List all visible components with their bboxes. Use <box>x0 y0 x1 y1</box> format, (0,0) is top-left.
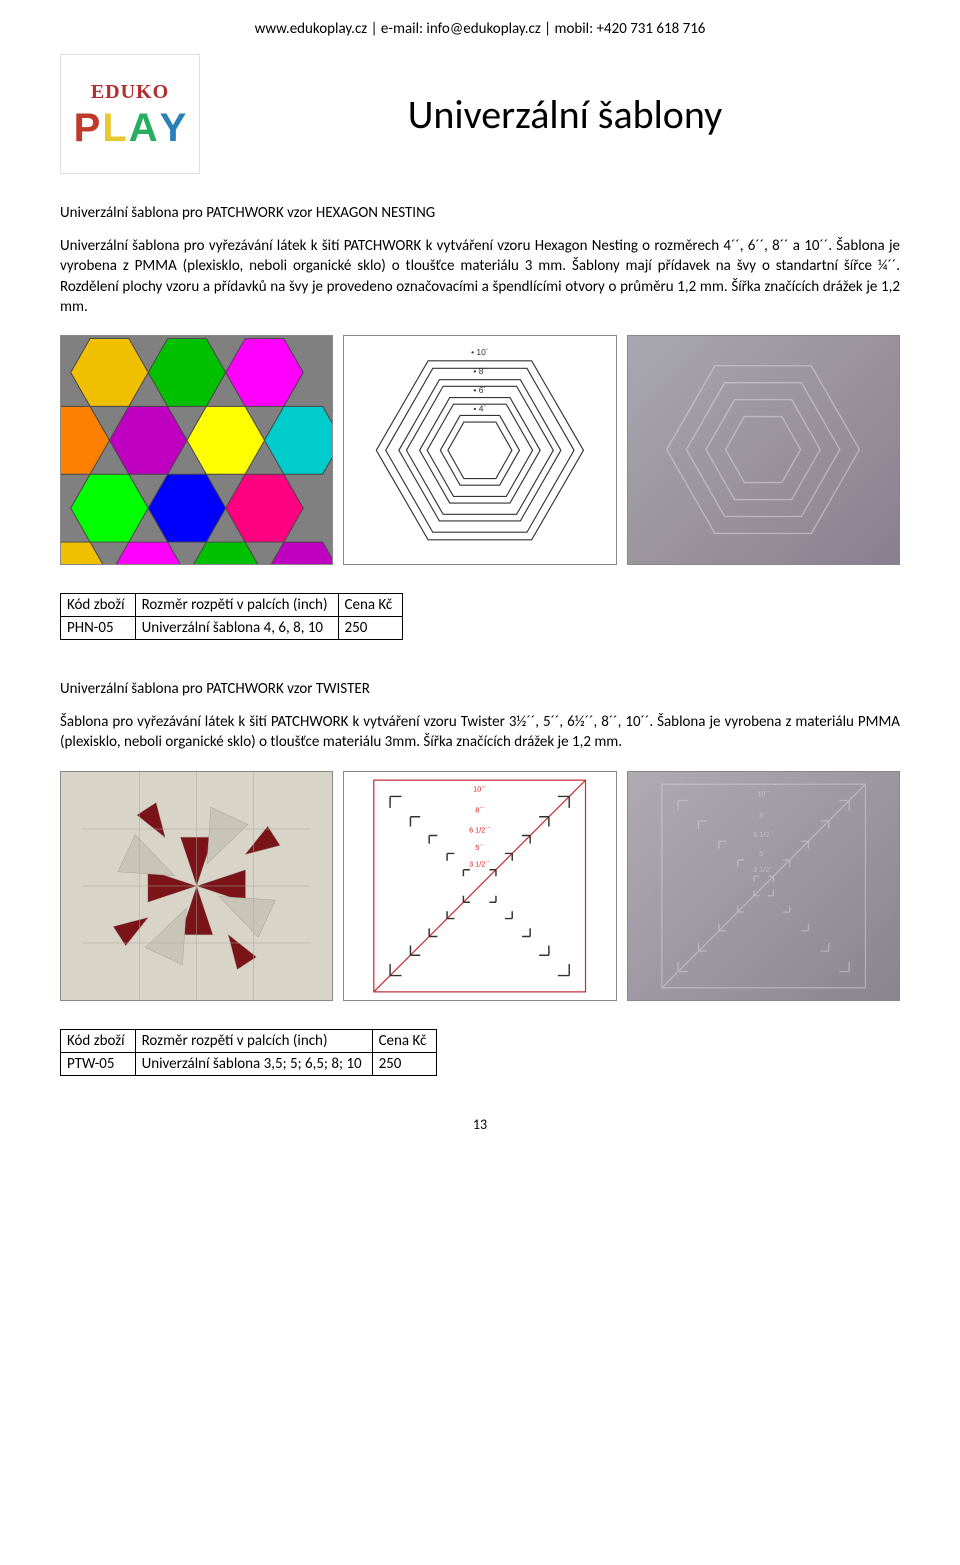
page-number: 13 <box>60 1116 900 1133</box>
svg-text:8´´: 8´´ <box>759 810 768 819</box>
logo-letter-p: P <box>74 108 101 148</box>
tw-label-5: 5´´ <box>476 843 485 852</box>
table-header-cell: Kód zboží <box>61 594 136 617</box>
section2-body: Šablona pro vyřezávání látek k šití PATC… <box>60 712 900 753</box>
table-cell: PHN-05 <box>61 617 136 640</box>
page-title: Univerzální šablony <box>230 90 900 139</box>
page-header: www.edukoplay.cz | e-mail: info@edukopla… <box>60 20 900 38</box>
twister-diagram-image: 10´´ 8´´ 6 1/2´´ 5´´ 3 1/2´´ <box>343 771 616 1001</box>
table-header-cell: Rozměr rozpětí v palcích (inch) <box>135 1029 372 1052</box>
hexagon-table: Kód zboží Rozměr rozpětí v palcích (inch… <box>60 593 403 640</box>
logo: EDUKO P L A Y <box>60 54 200 174</box>
tw-label-3-5: 3 1/2´´ <box>469 859 490 868</box>
hexagon-image-row: • 10´ • 8´ • 6´ • 4´ <box>60 335 900 565</box>
section1-body: Univerzální šablona pro vyřezávání látek… <box>60 236 900 317</box>
title-row: EDUKO P L A Y Univerzální šablony <box>60 54 900 174</box>
table-cell: 250 <box>338 617 403 640</box>
logo-play-row: P L A Y <box>74 108 187 148</box>
table-row: PTW-05 Univerzální šablona 3,5; 5; 6,5; … <box>61 1052 437 1075</box>
hexagon-diagram-image: • 10´ • 8´ • 6´ • 4´ <box>343 335 616 565</box>
twister-image-row: 10´´ 8´´ 6 1/2´´ 5´´ 3 1/2´´ 10´´ 8´´ 6 … <box>60 771 900 1001</box>
logo-top-text: EDUKO <box>91 81 169 104</box>
hexagon-pattern-image <box>60 335 333 565</box>
tw-label-8: 8´´ <box>476 805 485 814</box>
hex-label-4: • 4´ <box>474 403 487 413</box>
svg-text:10´´: 10´´ <box>757 789 770 798</box>
logo-letter-y: Y <box>160 108 187 148</box>
section1-heading: Univerzální šablona pro PATCHWORK vzor H… <box>60 204 900 222</box>
table-header-cell: Rozměr rozpětí v palcích (inch) <box>135 594 338 617</box>
tw-label-6-5: 6 1/2´´ <box>469 825 490 834</box>
svg-text:5´´: 5´´ <box>759 848 768 857</box>
hex-label-6: • 6´ <box>474 385 487 395</box>
svg-text:6 1/2´´: 6 1/2´´ <box>753 830 774 839</box>
table-header-row: Kód zboží Rozměr rozpětí v palcích (inch… <box>61 1029 437 1052</box>
hex-label-8: • 8´ <box>474 366 487 376</box>
section2-heading: Univerzální šablona pro PATCHWORK vzor T… <box>60 680 900 698</box>
logo-letter-l: L <box>102 108 126 148</box>
table-cell: PTW-05 <box>61 1052 136 1075</box>
twister-photo-image: 10´´ 8´´ 6 1/2´´ 5´´ 3 1/2´´ <box>627 771 900 1001</box>
logo-letter-a: A <box>129 108 158 148</box>
twister-pattern-image <box>60 771 333 1001</box>
table-header-cell: Cena Kč <box>338 594 403 617</box>
table-header-cell: Kód zboží <box>61 1029 136 1052</box>
hexagon-photo-image <box>627 335 900 565</box>
twister-table: Kód zboží Rozměr rozpětí v palcích (inch… <box>60 1029 437 1076</box>
svg-text:3 1/2´´: 3 1/2´´ <box>753 865 774 874</box>
table-cell: Univerzální šablona 3,5; 5; 6,5; 8; 10 <box>135 1052 372 1075</box>
table-row: PHN-05 Univerzální šablona 4, 6, 8, 10 2… <box>61 617 403 640</box>
table-cell: Univerzální šablona 4, 6, 8, 10 <box>135 617 338 640</box>
table-header-row: Kód zboží Rozměr rozpětí v palcích (inch… <box>61 594 403 617</box>
hex-label-10: • 10´ <box>471 347 489 357</box>
tw-label-10: 10´´ <box>473 784 486 793</box>
table-header-cell: Cena Kč <box>372 1029 437 1052</box>
table-cell: 250 <box>372 1052 437 1075</box>
